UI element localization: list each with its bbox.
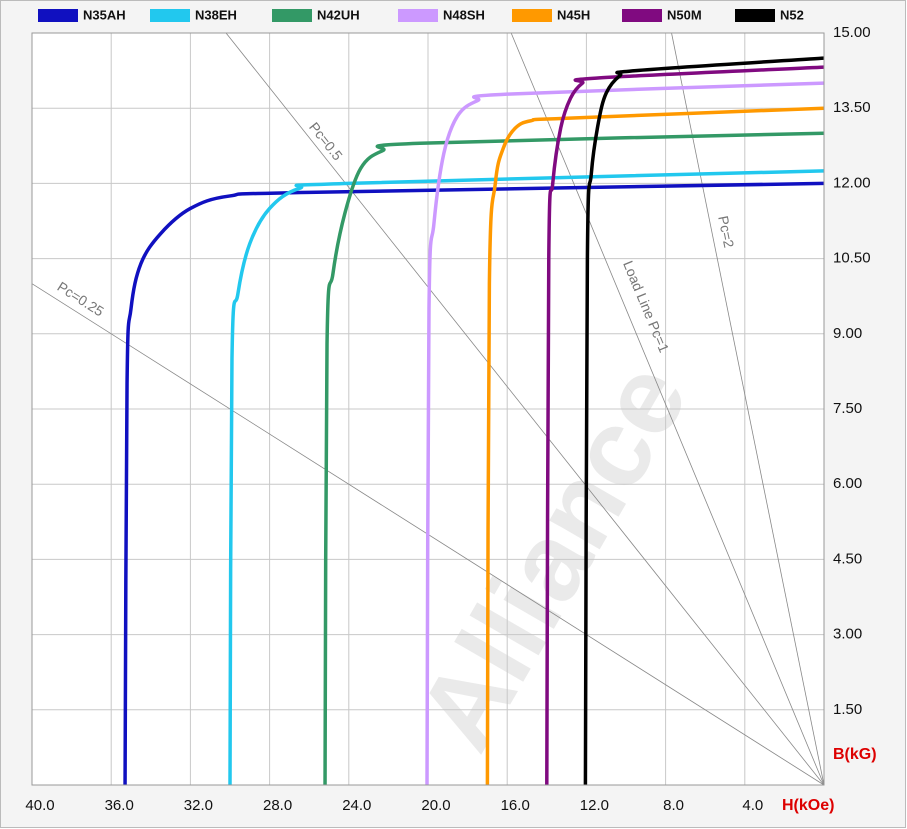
legend-label: N50M — [667, 7, 702, 22]
curve — [485, 106, 825, 786]
y-tick-label: 6.00 — [833, 475, 862, 492]
y-tick-label: 3.00 — [833, 626, 862, 643]
y-tick-label: 13.50 — [833, 99, 871, 116]
x-tick-label: 4.0 — [742, 797, 763, 814]
curve — [583, 56, 825, 786]
y-tick-label: 4.50 — [833, 550, 862, 567]
x-tick-label: 16.0 — [501, 797, 530, 814]
legend-label: N42UH — [317, 7, 360, 22]
x-tick-label: 32.0 — [184, 797, 213, 814]
curve — [228, 169, 825, 786]
curve — [123, 181, 825, 786]
x-tick-label: 8.0 — [663, 797, 684, 814]
x-axis-label: H(kOe) — [782, 797, 834, 814]
y-tick-label: 1.50 — [833, 701, 862, 718]
x-tick-label: 24.0 — [342, 797, 371, 814]
legend-swatch — [622, 9, 662, 22]
y-tick-label: 12.00 — [833, 174, 871, 191]
y-tick-label: 10.50 — [833, 250, 871, 267]
legend-swatch — [512, 9, 552, 22]
y-tick-label: 9.00 — [833, 325, 862, 342]
legend-label: N45H — [557, 7, 590, 22]
load-line-label: Pc=2 — [715, 214, 737, 249]
load-line — [671, 32, 825, 786]
legend-swatch — [38, 9, 78, 22]
legend-swatch — [735, 9, 775, 22]
y-tick-label: 15.00 — [833, 24, 871, 41]
legend-swatch — [150, 9, 190, 22]
plot-border — [31, 32, 825, 786]
load-line — [510, 32, 825, 786]
curve — [425, 81, 825, 786]
x-tick-label: 40.0 — [25, 797, 54, 814]
legend-label: N38EH — [195, 7, 237, 22]
curve — [323, 131, 825, 786]
legend-label: N35AH — [83, 7, 126, 22]
load-line — [225, 32, 825, 786]
legend-swatch — [398, 9, 438, 22]
y-tick-label: 7.50 — [833, 400, 862, 417]
x-tick-label: 12.0 — [580, 797, 609, 814]
x-tick-label: 28.0 — [263, 797, 292, 814]
x-tick-label: 20.0 — [421, 797, 450, 814]
curve — [545, 65, 825, 786]
y-axis-label: B(kG) — [833, 746, 877, 763]
legend-swatch — [272, 9, 312, 22]
legend-label: N52 — [780, 7, 804, 22]
x-tick-label: 36.0 — [105, 797, 134, 814]
legend-label: N48SH — [443, 7, 485, 22]
